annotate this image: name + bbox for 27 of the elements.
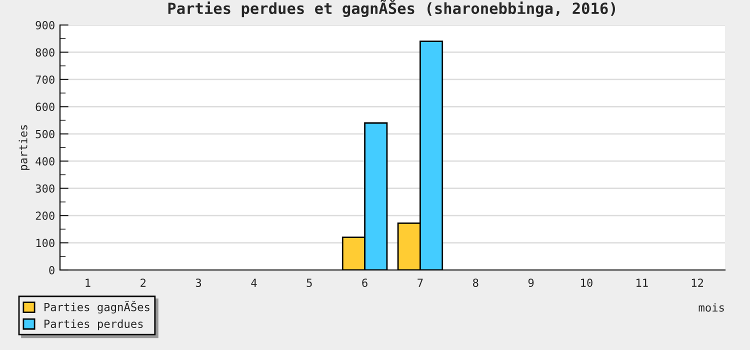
y-tick-label: 400	[36, 157, 54, 166]
y-tick-label: 300	[36, 184, 54, 193]
y-tick-label: 900	[36, 21, 54, 30]
x-tick-label: 10	[581, 278, 592, 287]
y-tick-label: 0	[49, 266, 54, 274]
y-tick-label: 800	[36, 48, 54, 57]
legend-label: Parties gagnÃŠes	[44, 300, 150, 314]
x-tick-label: 1	[86, 278, 90, 287]
y-tick-label: 700	[36, 75, 54, 84]
x-axis-title: mois	[698, 303, 724, 312]
chart-title: Parties perdues et gagnÃŠes (sharonebbinga, 2016)	[168, 0, 615, 18]
x-tick-label: 5	[306, 278, 312, 287]
x-tick-label: 8	[472, 278, 478, 287]
x-tick-label: 12	[692, 278, 704, 287]
x-tick-label: 4	[251, 278, 257, 287]
y-tick-label: 100	[36, 238, 54, 248]
y-tick-label: 500	[36, 130, 54, 138]
x-tick-label: 6	[362, 278, 368, 287]
x-tick-label: 11	[636, 278, 648, 287]
x-tick-label: 2	[140, 278, 146, 287]
x-tick-label: 9	[528, 278, 534, 287]
x-tick-label: 7	[418, 278, 423, 287]
y-axis-title: parties	[18, 125, 30, 170]
y-tick-label: 200	[36, 212, 54, 220]
legend-label: Parties perdues	[44, 319, 143, 330]
x-tick-label: 3	[196, 278, 202, 287]
y-tick-label: 600	[36, 102, 54, 112]
